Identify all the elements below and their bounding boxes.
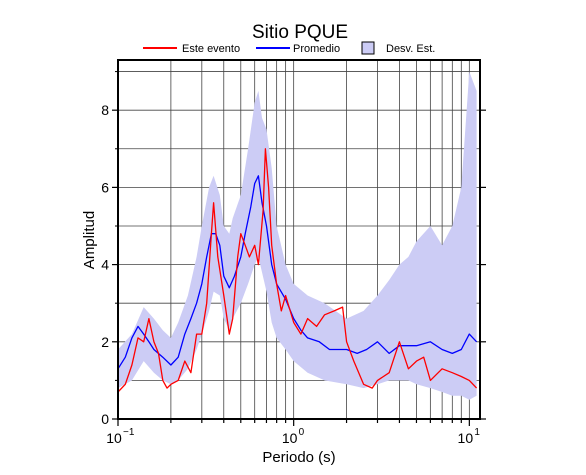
std-dev-band — [118, 71, 477, 400]
x-tick-label: 10 — [282, 430, 298, 446]
x-tick-label: 10 — [106, 430, 122, 446]
y-axis-label: Amplitud — [81, 211, 98, 269]
chart-title: Sitio PQUE — [252, 22, 348, 43]
y-tick-label: 8 — [101, 102, 109, 118]
y-tick-label: 4 — [101, 257, 109, 273]
x-tick-label: 10 — [458, 430, 474, 446]
legend-swatch-desv-est — [361, 41, 375, 55]
x-tick-exponent: −1 — [123, 427, 135, 438]
legend: Este evento Promedio Desv. Est. — [143, 41, 435, 55]
x-axis-label: Periodo (s) — [262, 449, 335, 466]
legend-label-este-evento: Este evento — [182, 43, 240, 55]
legend-label-promedio: Promedio — [293, 43, 340, 55]
legend-label-desv-est: Desv. Est. — [386, 43, 435, 55]
y-tick-label: 6 — [101, 179, 109, 195]
y-tick-label: 0 — [101, 411, 109, 427]
series-line-este-evento — [118, 148, 478, 393]
y-tick-label: 2 — [101, 334, 109, 350]
series-line-promedio — [118, 175, 478, 370]
x-tick-exponent: 0 — [299, 427, 305, 438]
plot-frame — [117, 59, 481, 420]
x-tick-exponent: 1 — [474, 427, 480, 438]
